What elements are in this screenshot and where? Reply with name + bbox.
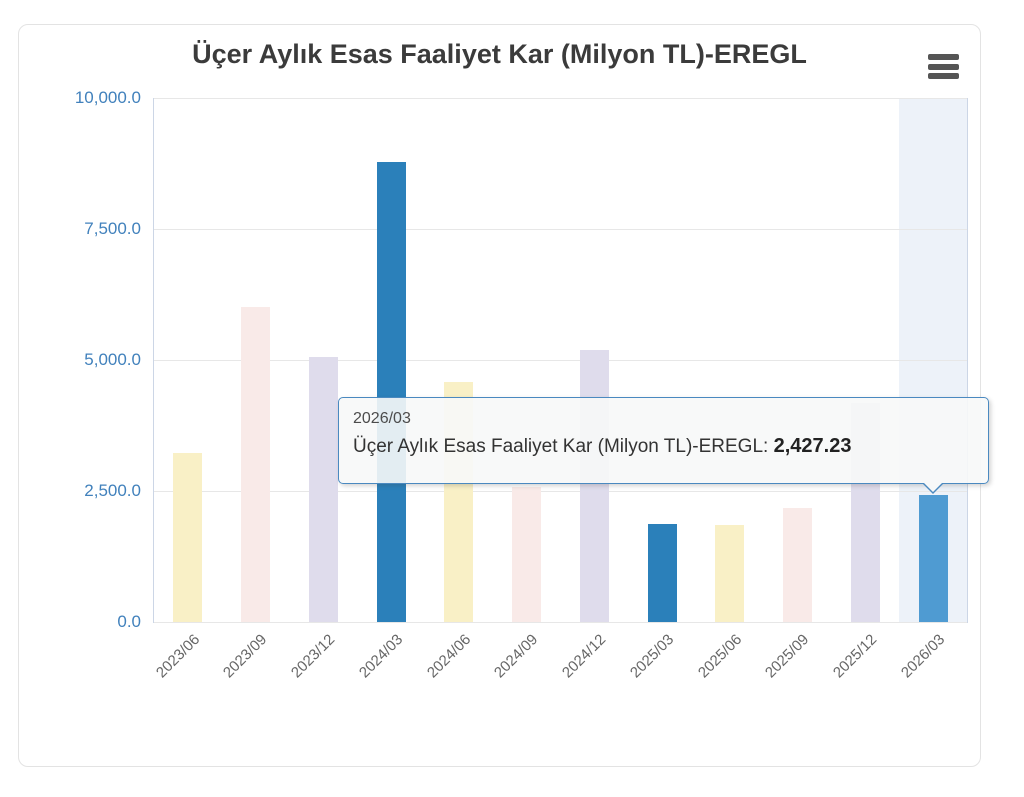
y-axis-label: 10,000.0	[74, 88, 141, 107]
tooltip-category: 2026/03	[353, 410, 411, 427]
y-axis-label: 0.0	[117, 612, 141, 631]
tooltip-value: 2,427.23	[773, 435, 852, 457]
x-axis-label: 2023/12	[288, 631, 339, 682]
bar-2024-09[interactable]	[512, 487, 542, 622]
bar-2025-09[interactable]	[783, 507, 813, 622]
tooltip-body: Üçer Aylık Esas Faaliyet Kar (Milyon TL)…	[353, 435, 974, 458]
tooltip-series-label: Üçer Aylık Esas Faaliyet Kar (Milyon TL)…	[353, 436, 769, 457]
x-axis-label: 2025/06	[694, 631, 745, 682]
gridline	[154, 360, 967, 361]
gridline	[154, 491, 967, 492]
x-axis-label: 2026/03	[897, 631, 949, 682]
chart-title: Üçer Aylık Esas Faaliyet Kar (Milyon TL)…	[192, 39, 807, 69]
tooltip-arrow-fill	[923, 482, 943, 492]
x-axis-label: 2024/03	[355, 631, 407, 682]
x-axis-label: 2023/09	[220, 631, 271, 682]
hamburger-menu-icon	[928, 63, 959, 70]
chart-context-menu-button[interactable]	[928, 54, 960, 79]
x-axis-label: 2023/06	[152, 631, 203, 682]
x-axis-label: 2025/12	[830, 631, 881, 682]
gridline	[154, 622, 967, 623]
bar-2024-12[interactable]	[579, 350, 609, 622]
plot-area	[153, 98, 968, 623]
x-axis-label: 2024/12	[559, 631, 610, 682]
x-axis-label: 2024/06	[423, 631, 474, 682]
x-axis-label: 2025/03	[626, 631, 678, 682]
bar-2024-03[interactable]	[376, 161, 406, 622]
chart-card: Üçer Aylık Esas Faaliyet Kar (Milyon TL)…	[18, 24, 989, 767]
y-axis-label: 5,000.0	[84, 350, 141, 369]
hamburger-menu-icon	[928, 73, 959, 79]
x-axis-label: 2025/09	[762, 631, 813, 682]
bar-2025-06[interactable]	[715, 524, 745, 622]
y-axis-label: 2,500.0	[84, 481, 141, 500]
bar-2023-09[interactable]	[241, 307, 271, 622]
chart-tooltip: 2026/03 Üçer Aylık Esas Faaliyet Kar (Mi…	[338, 397, 989, 494]
bar-2023-06[interactable]	[173, 453, 203, 622]
bar-2025-03[interactable]	[647, 524, 677, 622]
y-axis-label: 7,500.0	[84, 219, 141, 238]
hamburger-menu-icon	[928, 54, 959, 60]
bar-2023-12[interactable]	[308, 356, 338, 622]
bar-2026-03[interactable]	[918, 494, 948, 622]
gridline	[154, 229, 967, 230]
gridline	[154, 98, 967, 99]
x-axis-label: 2024/09	[491, 631, 542, 682]
